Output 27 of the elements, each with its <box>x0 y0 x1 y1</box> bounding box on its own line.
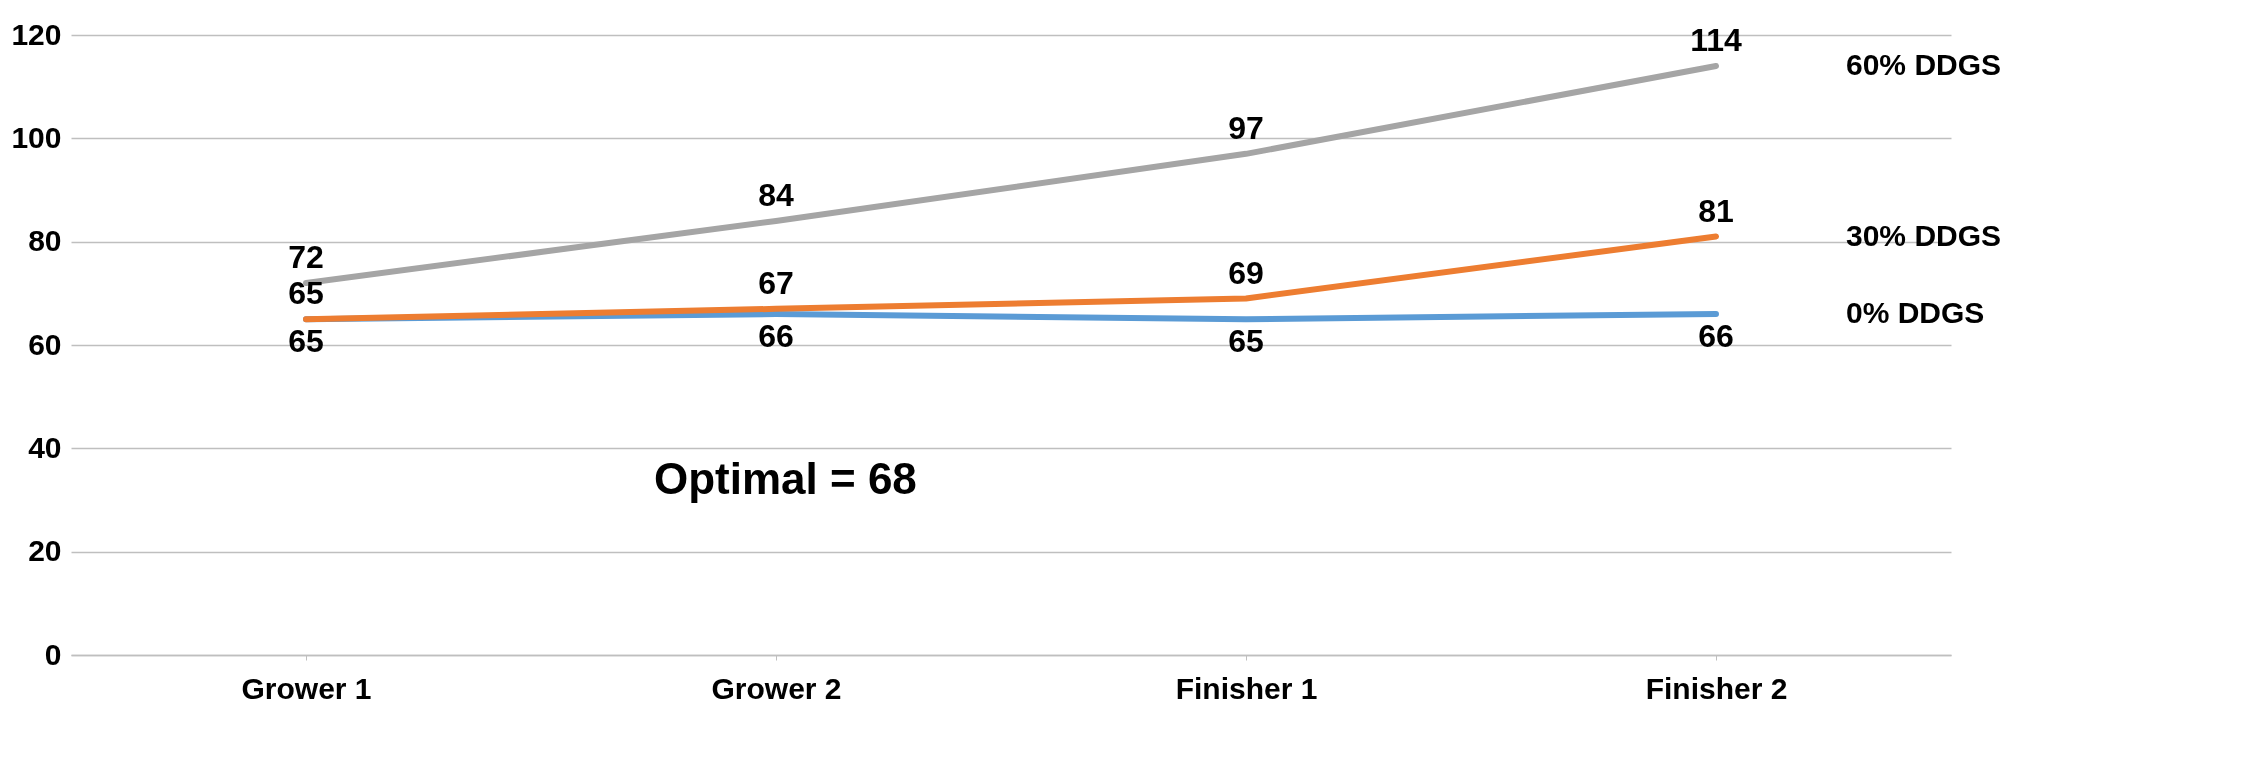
data-label: 114 <box>1690 22 1743 58</box>
y-tick-label: 20 <box>28 534 62 568</box>
text: 60% DDGS <box>1846 48 2002 81</box>
x-tick-label: Finisher 2 <box>1645 671 1788 705</box>
text: 0% DDGS <box>1846 296 1985 329</box>
data-label: 66 <box>1698 318 1734 354</box>
data-label: 65 <box>288 323 324 360</box>
x-tick-label: Grower 2 <box>711 671 842 705</box>
data-label: 65 <box>288 275 324 312</box>
x-tick-label: Finisher 1 <box>1175 671 1318 705</box>
data-label: 65 <box>1228 323 1264 360</box>
x-tick-label: Grower 1 <box>241 671 372 705</box>
data-label: 72 <box>288 239 324 275</box>
text: 30% DDGS <box>1846 218 2002 252</box>
data-label: 84 <box>758 177 794 213</box>
data-label: 69 <box>1228 254 1264 291</box>
data-label: 66 <box>758 318 794 354</box>
y-tick-label: 80 <box>28 224 62 258</box>
y-tick-label: 100 <box>11 120 62 154</box>
y-tick-label: 60 <box>28 327 62 361</box>
annotation: Optimal = 68 <box>653 454 917 504</box>
y-tick-label: 40 <box>28 430 62 464</box>
y-tick-label: 0 <box>44 637 62 671</box>
y-tick-label: 120 <box>11 17 62 51</box>
data-label: 97 <box>1228 109 1264 146</box>
data-label: 81 <box>1698 192 1734 229</box>
data-label: 67 <box>758 264 794 301</box>
